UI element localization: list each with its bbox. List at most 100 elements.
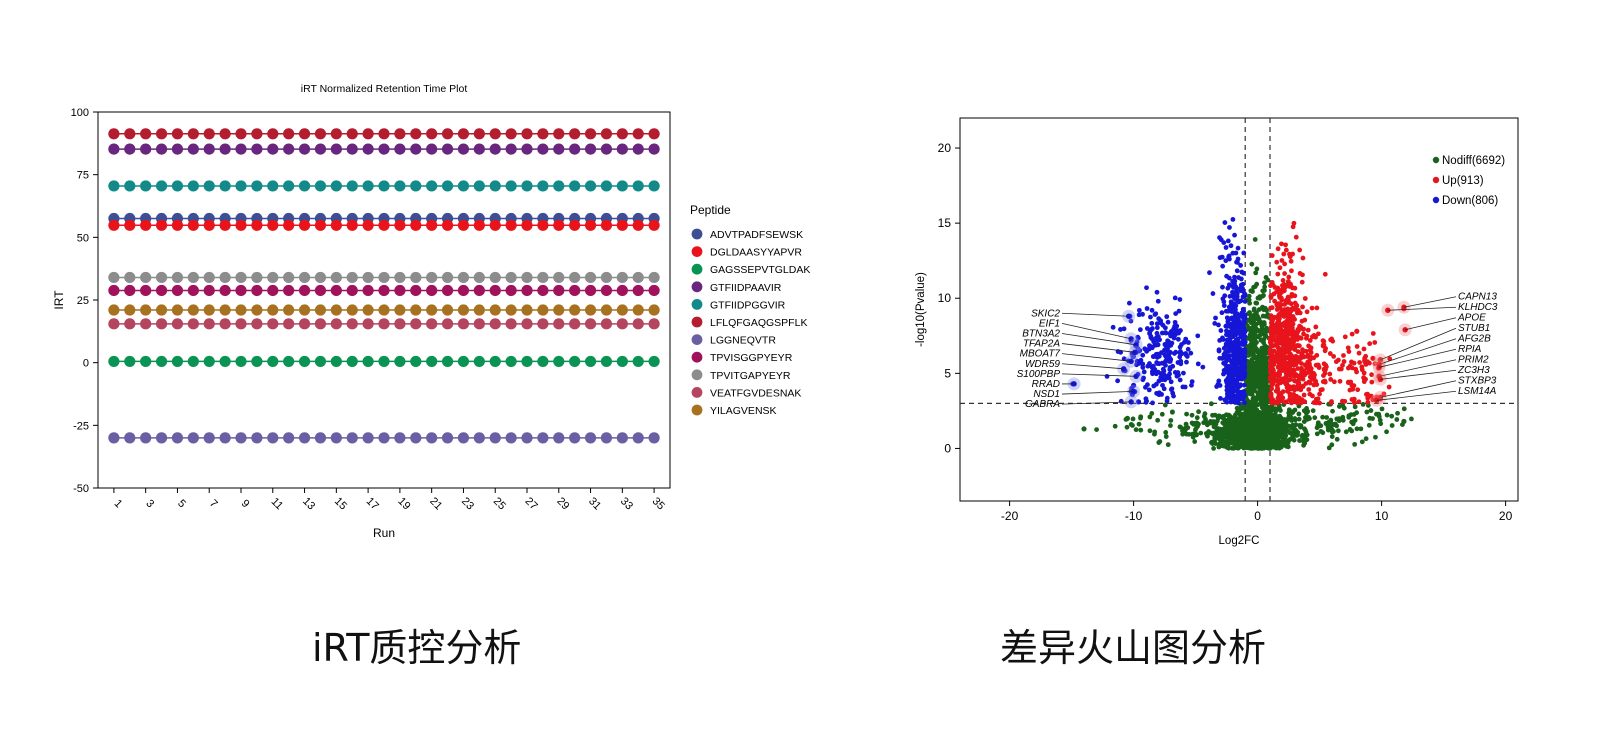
irt-point — [505, 180, 517, 192]
volcano-point — [1172, 351, 1177, 356]
irt-point — [235, 318, 247, 330]
irt-point — [441, 128, 454, 140]
volcano-point — [1361, 370, 1367, 376]
volcano-point — [1168, 329, 1174, 334]
volcano-point — [1264, 325, 1270, 331]
volcano-point — [1401, 418, 1407, 424]
volcano-point — [1278, 352, 1284, 357]
volcano-point — [1369, 379, 1375, 385]
volcano-highlight-point — [1120, 366, 1127, 372]
irt-point — [426, 318, 438, 330]
irt-x-tick-label: 33 — [618, 495, 635, 512]
volcano-point — [1274, 417, 1280, 423]
volcano-gene-label: LSM14A — [1458, 386, 1497, 397]
volcano-point — [1288, 436, 1294, 442]
volcano-point — [1218, 396, 1223, 401]
volcano-point — [1309, 305, 1315, 311]
volcano-point — [1322, 378, 1328, 384]
volcano-point — [1294, 354, 1300, 360]
volcano-point — [1276, 339, 1281, 345]
volcano-point — [1133, 427, 1139, 433]
volcano-point — [1217, 255, 1223, 261]
irt-point — [394, 304, 406, 316]
volcano-point — [1136, 421, 1142, 427]
volcano-legend-label: Nodiff(6692) — [1442, 155, 1505, 167]
volcano-point — [1213, 421, 1219, 427]
volcano-point — [1176, 372, 1181, 378]
irt-point — [155, 143, 168, 155]
irt-point — [140, 143, 152, 155]
volcano-point — [1340, 362, 1345, 368]
volcano-point — [1297, 335, 1302, 340]
irt-point — [426, 355, 438, 368]
irt-point — [298, 180, 311, 192]
irt-point — [394, 143, 406, 155]
volcano-point — [1210, 291, 1216, 296]
volcano-point — [1159, 411, 1165, 417]
irt-point — [187, 271, 199, 284]
volcano-point — [1175, 336, 1181, 342]
volcano-point — [1268, 349, 1274, 355]
volcano-point — [1341, 353, 1346, 358]
volcano-point — [1216, 348, 1222, 354]
irt-point — [378, 143, 390, 155]
irt-series-DGLDAASYYAPVR — [108, 219, 660, 231]
volcano-highlight-point — [1130, 388, 1137, 395]
volcano-point — [1347, 427, 1353, 432]
volcano-point — [1279, 283, 1285, 288]
volcano-point — [1300, 304, 1305, 310]
irt-series-GAGSSEPVTGLDAK — [108, 355, 660, 368]
volcano-point — [1282, 417, 1287, 422]
irt-legend-title: Peptide — [690, 203, 731, 217]
irt-point — [203, 304, 215, 316]
volcano-point — [1223, 378, 1229, 383]
irt-point — [108, 128, 120, 140]
volcano-point — [1270, 419, 1276, 425]
irt-point — [457, 432, 470, 444]
irt-point — [108, 180, 120, 192]
irt-point — [219, 318, 231, 330]
irt-point — [537, 432, 549, 444]
volcano-point — [1318, 387, 1324, 393]
volcano-legend-key — [1432, 156, 1440, 164]
irt-point — [235, 284, 247, 297]
volcano-point — [1275, 313, 1281, 319]
volcano-point — [1281, 424, 1287, 430]
volcano-point — [1293, 428, 1299, 434]
irt-point — [410, 304, 422, 316]
volcano-point — [1156, 392, 1162, 397]
volcano-point — [1245, 435, 1251, 440]
irt-point — [584, 271, 597, 284]
irt-point — [473, 318, 485, 330]
volcano-point — [1368, 408, 1374, 413]
irt-point — [473, 271, 485, 284]
volcano-point — [1138, 427, 1144, 433]
volcano-point — [1343, 429, 1349, 435]
volcano-point — [1149, 326, 1155, 331]
irt-point — [378, 304, 390, 316]
volcano-point — [1275, 323, 1281, 329]
volcano-point — [1230, 289, 1235, 295]
volcano-point — [1124, 424, 1130, 430]
volcano-point — [1349, 397, 1355, 402]
volcano-label-leader — [1061, 363, 1124, 370]
volcano-point — [1354, 410, 1360, 416]
volcano-point — [1217, 235, 1222, 240]
volcano-point — [1126, 300, 1132, 306]
volcano-point — [1291, 220, 1297, 226]
volcano-point — [1296, 416, 1302, 422]
volcano-point — [1225, 238, 1231, 244]
irt-legend-label: TPVISGGPYEYR — [710, 352, 793, 364]
irt-point — [473, 180, 485, 192]
irt-x-tick-label: 17 — [364, 495, 381, 512]
volcano-point — [1136, 307, 1142, 313]
volcano-point — [1356, 350, 1362, 356]
irt-point — [505, 355, 517, 368]
volcano-point — [1297, 323, 1302, 329]
irt-point — [330, 128, 342, 140]
volcano-point — [1394, 417, 1400, 422]
irt-point — [219, 432, 231, 444]
volcano-point — [1281, 433, 1287, 439]
volcano-point — [1298, 387, 1304, 393]
irt-point — [171, 271, 184, 284]
